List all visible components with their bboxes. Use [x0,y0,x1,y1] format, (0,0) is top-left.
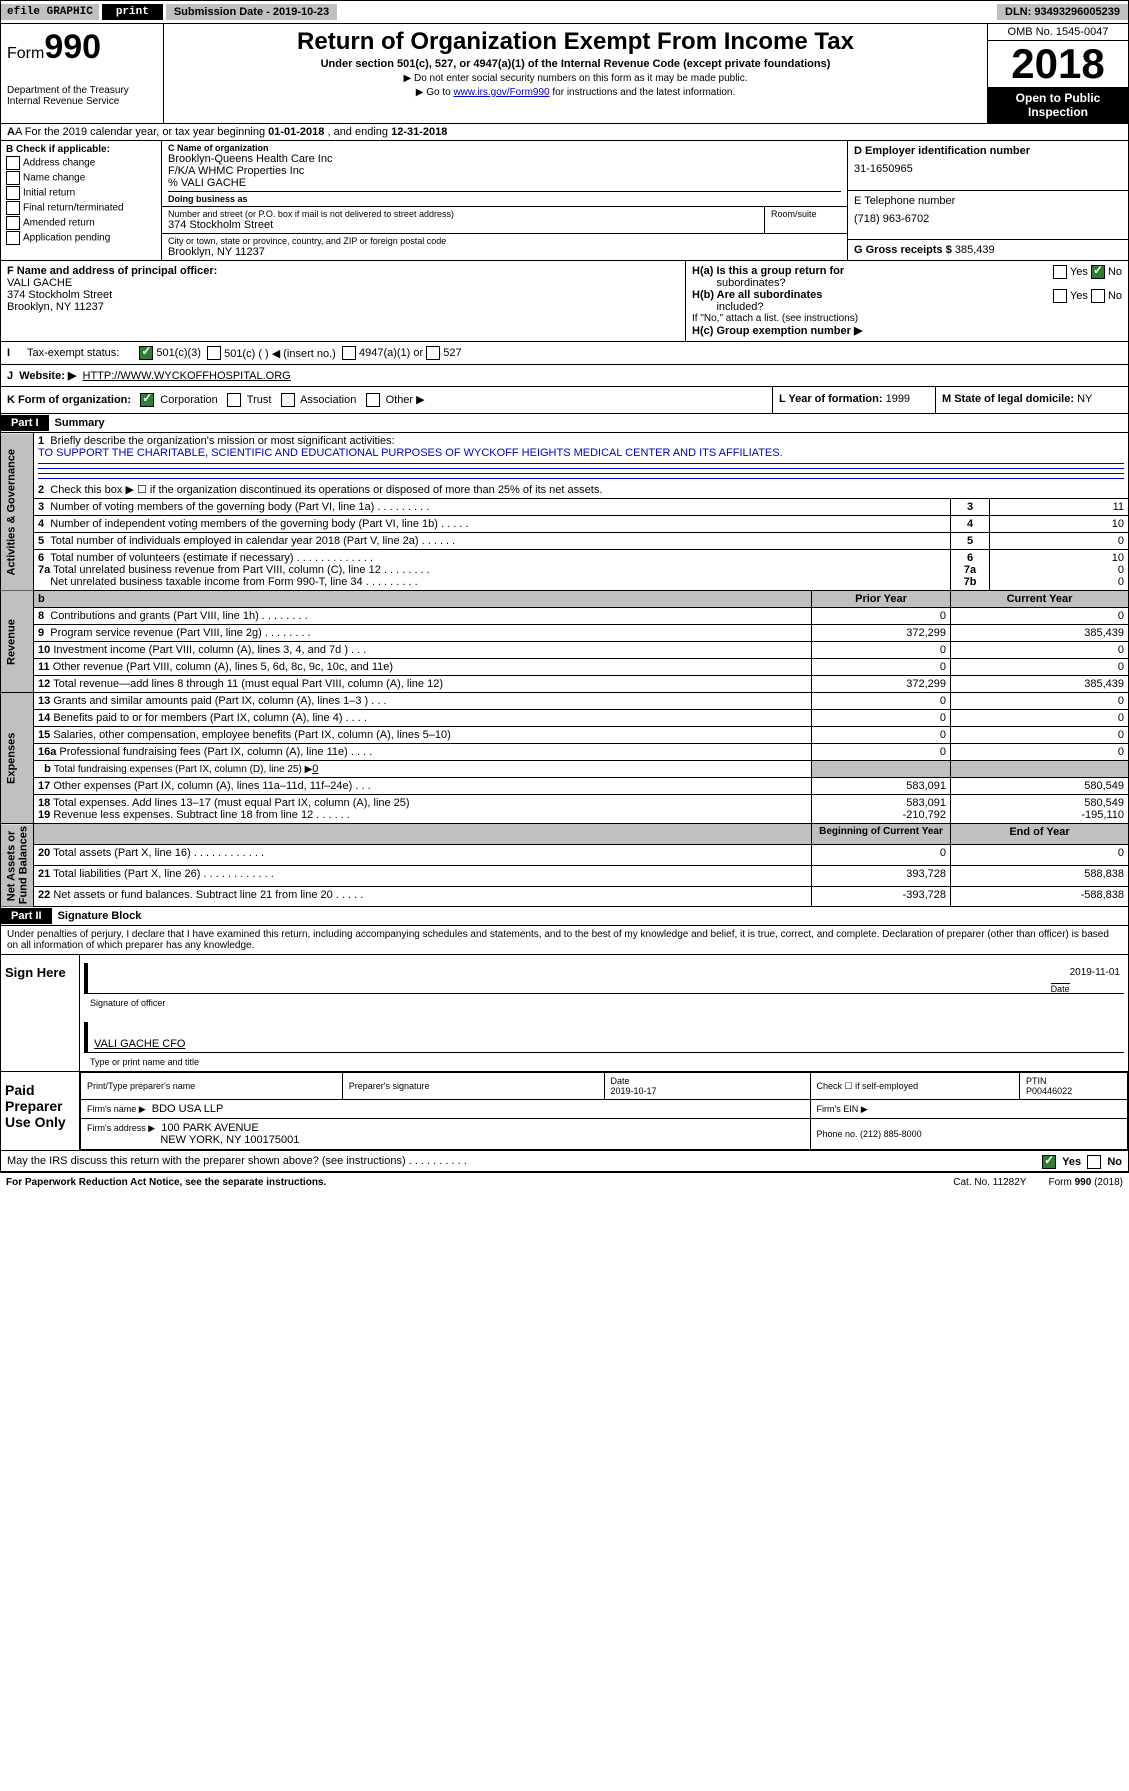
declaration: Under penalties of perjury, I declare th… [0,926,1129,955]
open-inspection: Open to PublicInspection [988,87,1128,123]
print-button[interactable]: print [102,4,163,20]
check-name[interactable]: Name change [6,171,156,185]
side-net: Net Assets or Fund Balances [1,824,34,907]
year-formed: 1999 [886,393,910,405]
check-initial[interactable]: Initial return [6,186,156,200]
org-name: Brooklyn-Queens Health Care Inc F/K/A WH… [168,153,841,189]
check-final[interactable]: Final return/terminated [6,201,156,215]
part-ii-header: Part IISignature Block [0,907,1129,926]
summary-table: Activities & Governance 1 Briefly descri… [0,433,1129,907]
phone: (718) 963-6702 [854,213,1122,225]
discuss-no[interactable] [1087,1155,1101,1169]
form-number: 990 [44,28,101,66]
row-j: J Website: ▶ HTTP://WWW.WYCKOFFHOSPITAL.… [0,365,1129,387]
officer-name-title: VALI GACHE CFO [94,1038,185,1050]
sign-here: Sign Here 2019-11-01Date Signature of of… [0,955,1129,1072]
state: NY [1077,393,1092,405]
501c3-check[interactable] [139,346,153,360]
subtitle-1: Under section 501(c), 527, or 4947(a)(1)… [168,58,983,70]
v3: 11 [990,499,1129,516]
block-c: C Name of organization Brooklyn-Queens H… [162,141,847,260]
discuss-row: May the IRS discuss this return with the… [0,1151,1129,1172]
subtitle-2: ▶ Do not enter social security numbers o… [168,73,983,84]
block-right: D Employer identification number31-16509… [847,141,1128,260]
omb: OMB No. 1545-0047 [988,24,1128,41]
block-b-checks: B Check if applicable: Address change Na… [1,141,162,260]
firm-name: BDO USA LLP [152,1103,224,1115]
dln: DLN: 93493296005239 [997,4,1128,20]
corp-check[interactable] [140,393,154,407]
ptin: P00446022 [1026,1086,1072,1096]
row-a: AA For the 2019 calendar year, or tax ye… [0,124,1129,141]
officer-name: VALI GACHE [7,277,72,289]
subtitle-3: ▶ Go to www.irs.gov/Form990 for instruct… [168,87,983,98]
city: Brooklyn, NY 11237 [168,246,841,258]
submission-date: Submission Date - 2019-10-23 [166,4,337,20]
dept: Department of the Treasury Internal Reve… [7,85,157,107]
ein: 31-1650965 [854,163,1122,175]
side-revenue: Revenue [1,591,34,693]
header: Form990 Department of the Treasury Inter… [0,24,1129,124]
side-expenses: Expenses [1,693,34,824]
check-pending[interactable]: Application pending [6,231,156,245]
part-i-header: Part ISummary [0,414,1129,433]
tax-year: 2018 [988,41,1128,87]
row-i: ITax-exempt status: 501(c)(3) 501(c) ( )… [0,342,1129,365]
header-left: Form990 Department of the Treasury Inter… [1,24,164,123]
check-amended[interactable]: Amended return [6,216,156,230]
check-address[interactable]: Address change [6,156,156,170]
discuss-yes[interactable] [1042,1155,1056,1169]
top-bar: efile GRAPHIC print Submission Date - 20… [0,0,1129,24]
side-governance: Activities & Governance [1,433,34,591]
ha-no[interactable] [1091,265,1105,279]
block-b: B Check if applicable: Address change Na… [0,141,1129,261]
form-title: Return of Organization Exempt From Incom… [168,28,983,56]
form-prefix: Form [7,45,44,62]
ha-yes[interactable] [1053,265,1067,279]
paid-preparer: Paid Preparer Use Only Print/Type prepar… [0,1072,1129,1151]
row-k: K Form of organization: Corporation Trus… [0,387,1129,414]
gross-receipts: 385,439 [955,244,995,256]
mission: TO SUPPORT THE CHARITABLE, SCIENTIFIC AN… [38,447,783,459]
instructions-link[interactable]: www.irs.gov/Form990 [453,87,549,98]
hb-no[interactable] [1091,289,1105,303]
website-link[interactable]: HTTP://WWW.WYCKOFFHOSPITAL.ORG [83,370,291,382]
efile-label: efile GRAPHIC [1,4,99,20]
footer: For Paperwork Reduction Act Notice, see … [0,1172,1129,1192]
address: 374 Stockholm Street [168,219,758,231]
header-center: Return of Organization Exempt From Incom… [164,24,987,123]
row-f-h: F Name and address of principal officer:… [0,261,1129,342]
hb-yes[interactable] [1053,289,1067,303]
header-right: OMB No. 1545-0047 2018 Open to PublicIns… [987,24,1128,123]
